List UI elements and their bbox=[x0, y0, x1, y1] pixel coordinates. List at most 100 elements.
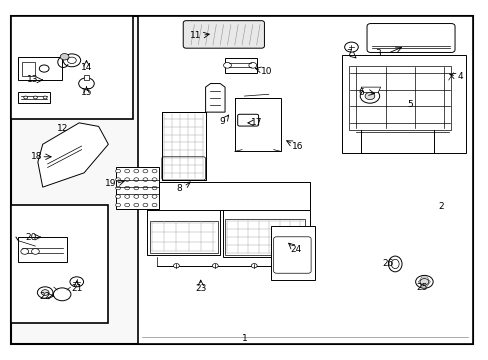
Circle shape bbox=[152, 186, 157, 190]
Circle shape bbox=[24, 96, 28, 99]
Text: 1: 1 bbox=[241, 334, 247, 343]
Polygon shape bbox=[162, 112, 205, 180]
Text: 22: 22 bbox=[40, 292, 51, 301]
Circle shape bbox=[116, 178, 120, 181]
Circle shape bbox=[152, 203, 157, 207]
Bar bbox=[224, 58, 256, 73]
Bar bbox=[147, 182, 309, 210]
Bar bbox=[147, 184, 220, 255]
Circle shape bbox=[39, 65, 49, 72]
Circle shape bbox=[116, 186, 120, 190]
Text: 16: 16 bbox=[292, 141, 303, 150]
Text: 15: 15 bbox=[81, 88, 92, 97]
Text: 11: 11 bbox=[190, 31, 201, 40]
Bar bbox=[19, 237, 67, 262]
FancyBboxPatch shape bbox=[183, 21, 264, 48]
Circle shape bbox=[63, 54, 81, 67]
Circle shape bbox=[289, 264, 295, 268]
Text: 14: 14 bbox=[81, 63, 92, 72]
Bar bbox=[149, 221, 217, 253]
FancyBboxPatch shape bbox=[237, 114, 258, 126]
Circle shape bbox=[41, 290, 49, 296]
Text: 20: 20 bbox=[26, 233, 37, 242]
Ellipse shape bbox=[390, 259, 398, 269]
Text: 24: 24 bbox=[289, 245, 301, 254]
Circle shape bbox=[134, 186, 139, 190]
Circle shape bbox=[365, 93, 374, 100]
Circle shape bbox=[134, 178, 139, 181]
Text: 10: 10 bbox=[260, 67, 272, 76]
Polygon shape bbox=[205, 84, 224, 112]
Bar bbox=[19, 92, 50, 103]
Bar bbox=[19, 57, 62, 80]
Circle shape bbox=[248, 63, 256, 68]
Text: 12: 12 bbox=[56, 124, 68, 133]
Circle shape bbox=[124, 203, 129, 207]
Circle shape bbox=[37, 287, 53, 298]
Circle shape bbox=[116, 169, 120, 173]
Text: 18: 18 bbox=[31, 152, 42, 161]
Text: 17: 17 bbox=[250, 118, 262, 127]
Circle shape bbox=[124, 186, 129, 190]
Circle shape bbox=[116, 203, 120, 207]
Bar bbox=[222, 182, 309, 257]
FancyBboxPatch shape bbox=[273, 237, 310, 273]
Text: 26: 26 bbox=[382, 260, 393, 269]
Bar bbox=[137, 16, 472, 344]
Text: 2: 2 bbox=[438, 202, 443, 211]
Circle shape bbox=[33, 96, 37, 99]
Circle shape bbox=[124, 178, 129, 181]
Circle shape bbox=[344, 42, 358, 52]
Circle shape bbox=[142, 169, 147, 173]
Circle shape bbox=[134, 195, 139, 198]
Circle shape bbox=[212, 264, 218, 268]
Text: 7: 7 bbox=[346, 49, 351, 58]
Circle shape bbox=[152, 178, 157, 181]
Circle shape bbox=[142, 178, 147, 181]
Circle shape bbox=[419, 279, 428, 285]
Circle shape bbox=[43, 96, 47, 99]
Circle shape bbox=[142, 186, 147, 190]
Circle shape bbox=[60, 54, 69, 60]
Text: 3: 3 bbox=[375, 49, 380, 58]
Circle shape bbox=[251, 264, 257, 268]
Polygon shape bbox=[234, 98, 281, 152]
Circle shape bbox=[53, 288, 71, 301]
Circle shape bbox=[21, 249, 29, 254]
Circle shape bbox=[70, 277, 83, 287]
Ellipse shape bbox=[387, 256, 401, 272]
Bar bbox=[331, 16, 472, 162]
Circle shape bbox=[173, 264, 179, 268]
Circle shape bbox=[142, 203, 147, 207]
Bar bbox=[224, 219, 305, 255]
Circle shape bbox=[360, 89, 379, 103]
Circle shape bbox=[134, 169, 139, 173]
Circle shape bbox=[124, 169, 129, 173]
FancyBboxPatch shape bbox=[366, 23, 454, 53]
Text: 8: 8 bbox=[176, 184, 182, 193]
Text: 9: 9 bbox=[219, 117, 225, 126]
Polygon shape bbox=[361, 87, 380, 93]
Text: 21: 21 bbox=[71, 284, 82, 293]
Circle shape bbox=[152, 195, 157, 198]
Bar bbox=[116, 167, 159, 208]
Bar bbox=[22, 62, 35, 76]
Polygon shape bbox=[38, 123, 108, 187]
Bar bbox=[348, 66, 450, 130]
Text: 4: 4 bbox=[457, 72, 463, 81]
Text: 13: 13 bbox=[27, 76, 39, 85]
Text: 19: 19 bbox=[105, 179, 116, 188]
Circle shape bbox=[116, 195, 120, 198]
Circle shape bbox=[134, 203, 139, 207]
Circle shape bbox=[415, 275, 432, 288]
Bar bbox=[11, 16, 132, 119]
Circle shape bbox=[124, 195, 129, 198]
Circle shape bbox=[79, 78, 94, 89]
Circle shape bbox=[67, 57, 76, 64]
Text: 6: 6 bbox=[358, 88, 364, 97]
Bar bbox=[271, 226, 314, 280]
Circle shape bbox=[31, 249, 39, 254]
Circle shape bbox=[152, 169, 157, 173]
Text: 23: 23 bbox=[195, 284, 206, 293]
Text: 25: 25 bbox=[415, 283, 427, 292]
